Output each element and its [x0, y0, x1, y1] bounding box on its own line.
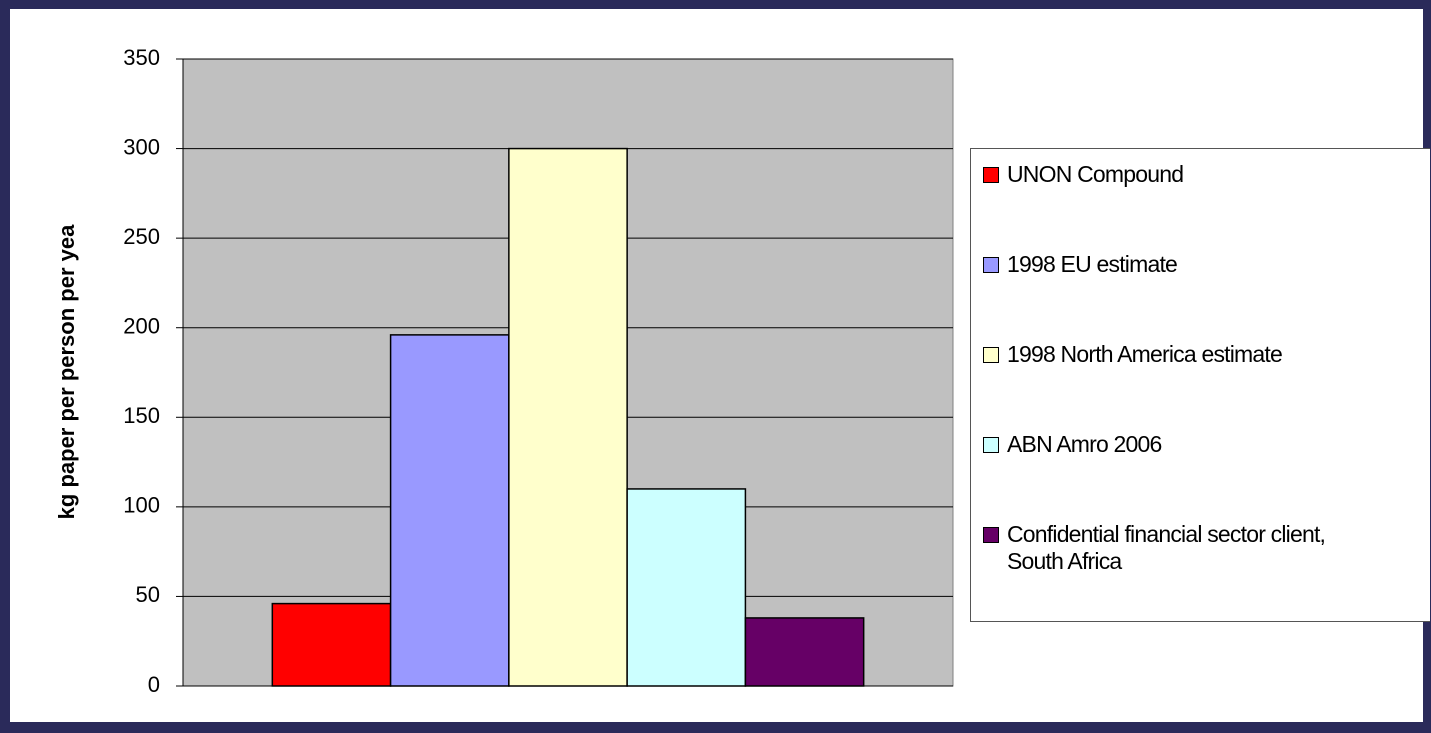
legend-item: 1998 North America estimate [983, 341, 1430, 431]
legend: UNON Compound 1998 EU estimate 1998 North … [970, 148, 1430, 622]
bar [389, 334, 510, 687]
y-tick-label: 50 [136, 582, 160, 607]
y-tick-label: 200 [123, 314, 160, 339]
legend-swatch [983, 347, 999, 363]
legend-item: Confidential financial sector client, So… [983, 521, 1430, 611]
y-tick-label: 150 [123, 403, 160, 428]
legend-label: 1998 North America estimate [1007, 341, 1283, 367]
bar [626, 488, 747, 687]
y-tick-label: 350 [123, 45, 160, 70]
y-tick-label: 0 [148, 672, 160, 697]
y-tick-label: 250 [123, 224, 160, 249]
y-tick-label: 300 [123, 134, 160, 159]
legend-label: 1998 EU estimate [1007, 251, 1178, 277]
legend-swatch [983, 437, 999, 453]
bar [508, 147, 628, 687]
legend-swatch [983, 257, 999, 273]
y-axis-label: kg paper per person per yea [54, 224, 79, 519]
legend-item: UNON Compound [983, 161, 1430, 251]
legend-swatch [983, 167, 999, 183]
y-tick-label: 100 [123, 493, 160, 518]
bar [271, 602, 392, 687]
bar [744, 617, 865, 687]
legend-label: ABN Amro 2006 [1007, 431, 1162, 457]
legend-label: Confidential financial sector client, So… [1007, 521, 1326, 574]
legend-label: UNON Compound [1007, 161, 1184, 187]
legend-swatch [983, 527, 999, 543]
legend-item: ABN Amro 2006 [983, 431, 1430, 521]
legend-item: 1998 EU estimate [983, 251, 1430, 341]
